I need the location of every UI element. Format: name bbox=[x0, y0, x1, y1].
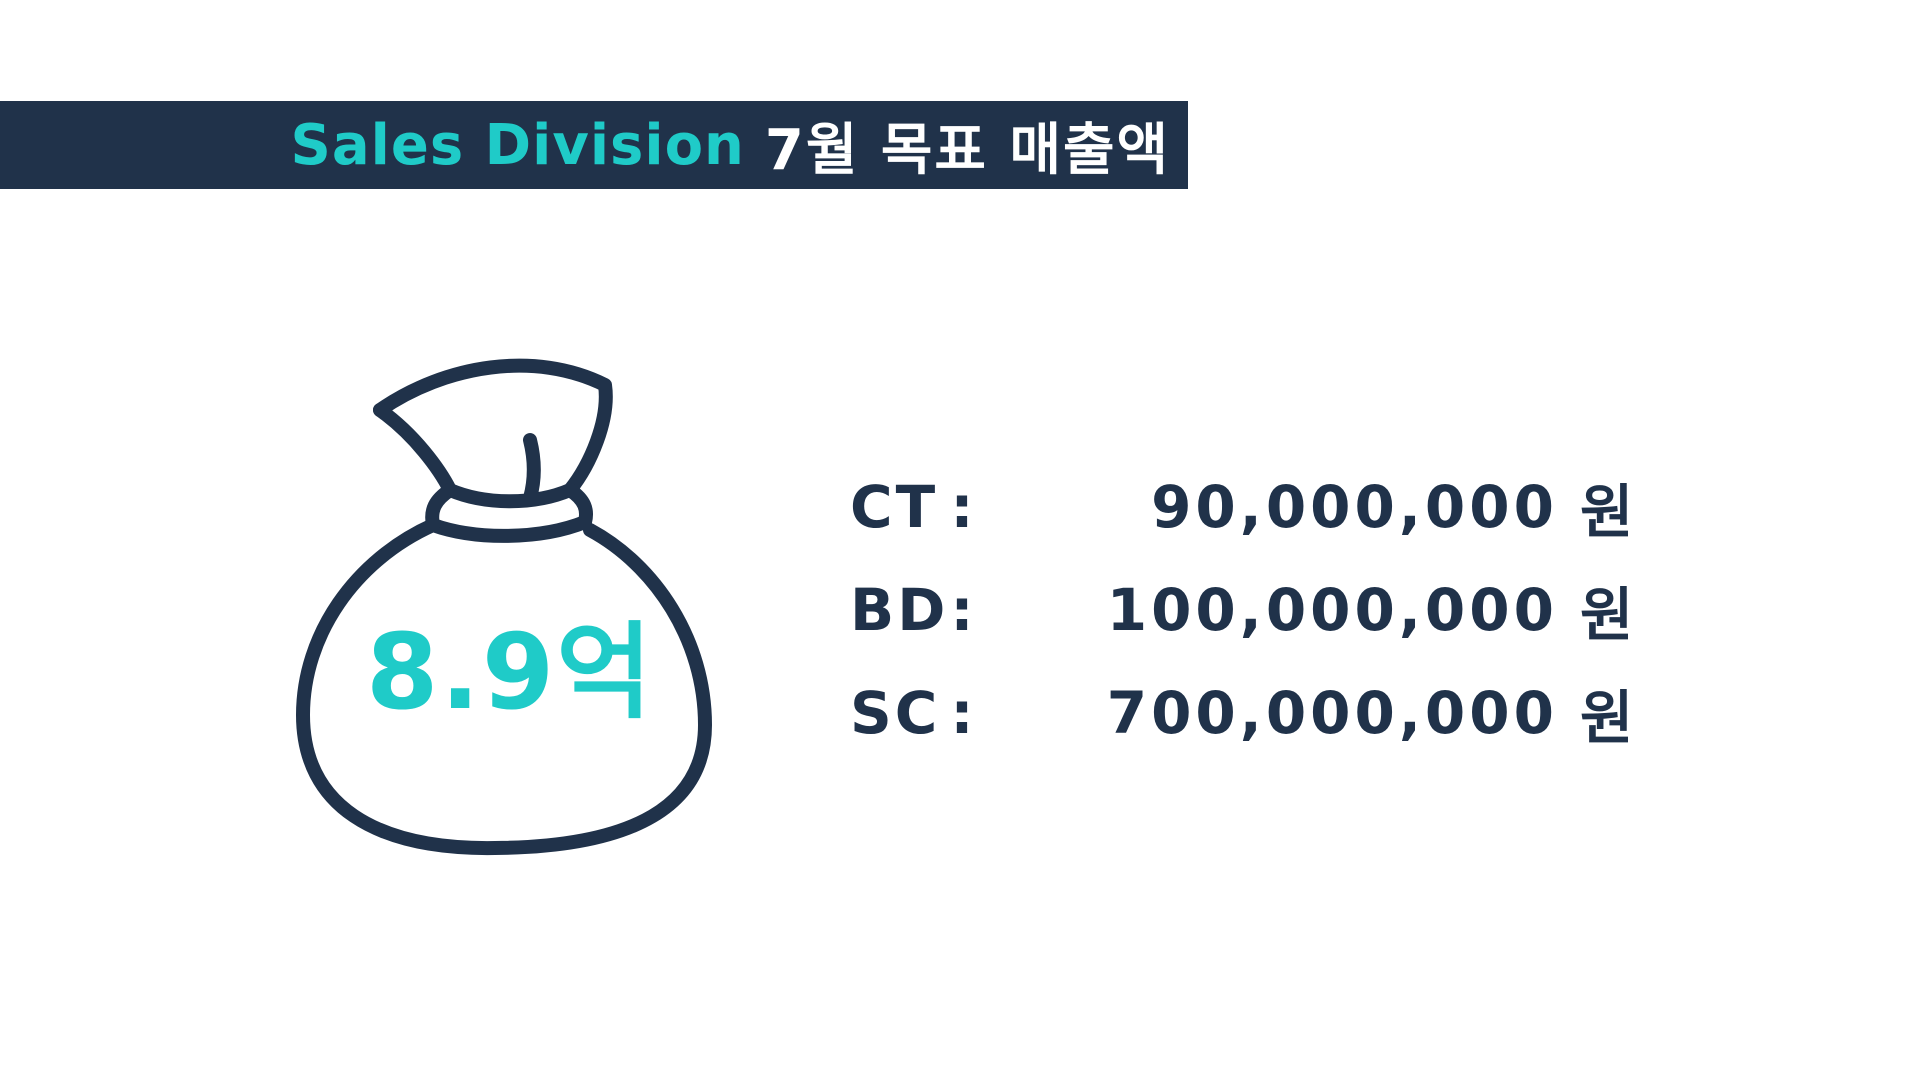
division-code: CT bbox=[850, 472, 939, 541]
division-code: SC bbox=[850, 678, 941, 747]
target-row-bd: BD : 100,000,000 원 bbox=[850, 558, 1640, 661]
currency-unit: 원 bbox=[1580, 580, 1634, 649]
title-english: Sales Division bbox=[290, 112, 745, 178]
division-code: BD bbox=[850, 575, 949, 644]
colon: : bbox=[950, 575, 974, 644]
colon: : bbox=[950, 472, 974, 541]
target-list: CT : 90,000,000 원 BD : 100,000,000 원 SC … bbox=[850, 455, 1640, 764]
colon: : bbox=[950, 678, 974, 747]
title-bar: Sales Division 7월 목표 매출액 bbox=[0, 101, 1188, 189]
target-amount: 700,000,000 bbox=[1106, 678, 1558, 747]
currency-unit: 원 bbox=[1580, 683, 1634, 752]
target-amount: 100,000,000 bbox=[1106, 575, 1558, 644]
target-row-sc: SC : 700,000,000 원 bbox=[850, 661, 1640, 764]
title-korean: 7월 목표 매출액 bbox=[764, 117, 1170, 183]
target-amount: 90,000,000 bbox=[1151, 472, 1558, 541]
total-target: 8.9억 bbox=[366, 611, 654, 733]
money-bag-icon bbox=[296, 358, 712, 856]
target-row-ct: CT : 90,000,000 원 bbox=[850, 455, 1640, 558]
currency-unit: 원 bbox=[1580, 477, 1634, 546]
